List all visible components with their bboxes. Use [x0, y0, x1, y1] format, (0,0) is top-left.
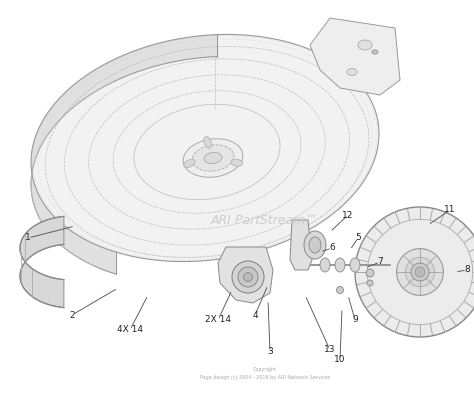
Ellipse shape: [397, 249, 443, 296]
Ellipse shape: [204, 152, 222, 163]
Text: 2: 2: [69, 310, 75, 320]
Polygon shape: [290, 220, 312, 270]
Ellipse shape: [355, 207, 474, 337]
Text: 4: 4: [252, 310, 258, 320]
Ellipse shape: [232, 261, 264, 293]
Polygon shape: [20, 217, 64, 308]
Text: 11: 11: [444, 206, 456, 215]
Text: 7: 7: [377, 257, 383, 266]
Text: 1: 1: [25, 233, 31, 242]
Ellipse shape: [367, 280, 373, 286]
Ellipse shape: [350, 258, 360, 272]
Ellipse shape: [411, 263, 429, 281]
Text: 13: 13: [324, 345, 336, 354]
Polygon shape: [31, 35, 217, 274]
Text: 12: 12: [342, 211, 354, 220]
Ellipse shape: [238, 267, 258, 287]
Polygon shape: [31, 35, 379, 262]
Polygon shape: [310, 18, 400, 95]
Ellipse shape: [358, 40, 372, 50]
Ellipse shape: [204, 137, 211, 148]
Text: Page design (c) 2004 - 2016 by ARI Network Services: Page design (c) 2004 - 2016 by ARI Netwo…: [200, 375, 330, 380]
Ellipse shape: [337, 286, 344, 294]
Text: 10: 10: [334, 356, 346, 364]
Ellipse shape: [335, 258, 345, 272]
Ellipse shape: [192, 145, 234, 171]
Ellipse shape: [183, 139, 243, 177]
Text: 4X 14: 4X 14: [117, 325, 143, 334]
Ellipse shape: [231, 159, 243, 166]
Ellipse shape: [320, 258, 330, 272]
Ellipse shape: [309, 237, 321, 253]
Text: 2X 14: 2X 14: [205, 316, 231, 325]
Ellipse shape: [405, 257, 435, 286]
Ellipse shape: [184, 159, 195, 167]
Polygon shape: [218, 247, 273, 303]
Ellipse shape: [372, 50, 378, 54]
Ellipse shape: [304, 231, 326, 259]
Text: 8: 8: [464, 266, 470, 274]
Text: 5: 5: [355, 233, 361, 242]
Ellipse shape: [415, 267, 425, 277]
Text: 6: 6: [329, 244, 335, 252]
Text: ARI PartStream™: ARI PartStream™: [211, 213, 319, 226]
Text: 9: 9: [352, 316, 358, 325]
Ellipse shape: [366, 269, 374, 277]
Ellipse shape: [347, 68, 357, 75]
Ellipse shape: [244, 272, 253, 281]
Text: Copyright: Copyright: [253, 367, 277, 373]
Text: 3: 3: [267, 347, 273, 356]
